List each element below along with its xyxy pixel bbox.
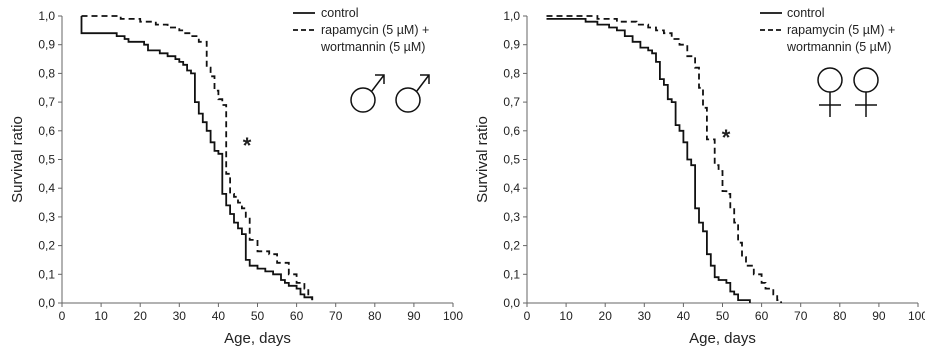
y-tick-label: 0,4: [38, 181, 55, 195]
series-line-control: [546, 18, 751, 303]
legend-label: rapamycin (5 µM) +: [787, 23, 895, 37]
x-tick-label: 80: [833, 309, 847, 323]
legend-label: control: [321, 6, 359, 20]
x-tick-label: 10: [559, 309, 573, 323]
male-arrow-icon: [415, 74, 430, 92]
x-tick-label: 60: [290, 309, 304, 323]
male-symbol-icon: [350, 87, 376, 113]
y-tick-label: 0,2: [503, 239, 520, 253]
chart-panel-male: 0 10 20 30 40 50 60 70 80 90 100 0,0 0,1 0,2 0,3 0,4 0,5…: [9, 6, 463, 347]
y-tick-label: 0,3: [503, 210, 520, 224]
x-tick-label: 40: [212, 309, 226, 323]
significance-star: *: [722, 125, 731, 150]
y-tick-label: 0,6: [38, 124, 55, 138]
male-symbol-icon: [395, 87, 421, 113]
y-tick-label: 0,6: [503, 124, 520, 138]
y-tick-label: 0,8: [38, 66, 55, 80]
y-tick-label: 0,0: [503, 296, 520, 310]
y-tick-label: 0,4: [503, 181, 520, 195]
y-tick-label: 0,7: [38, 95, 55, 109]
y-tick-label: 0,1: [503, 267, 520, 281]
y-tick-label: 0,8: [503, 66, 520, 80]
x-tick-label: 90: [872, 309, 886, 323]
female-symbol-icon: [817, 67, 843, 93]
legend-label: wortmannin (5 µM): [320, 40, 425, 54]
x-tick-label: 50: [251, 309, 265, 323]
x-tick-label: 40: [677, 309, 691, 323]
legend-label: rapamycin (5 µM) +: [321, 23, 429, 37]
x-tick-label: 100: [908, 309, 925, 323]
series-line-rapamycin-wortmannin: [81, 15, 314, 301]
x-tick-label: 100: [443, 309, 463, 323]
x-tick-label: 70: [329, 309, 343, 323]
series-line-control: [80, 16, 314, 301]
x-axis-title: Age, days: [689, 330, 756, 347]
y-axis-title: Survival ratio: [9, 116, 26, 203]
x-tick-label: 90: [407, 309, 421, 323]
x-tick-label: 10: [94, 309, 108, 323]
y-axis-title: Survival ratio: [474, 116, 491, 203]
female-symbol-icon: [853, 67, 879, 93]
y-tick-label: 0,9: [503, 38, 520, 52]
x-tick-label: 30: [173, 309, 187, 323]
female-cross-icon: [819, 92, 841, 117]
male-arrow-icon: [370, 74, 385, 92]
y-tick-label: 0,2: [38, 239, 55, 253]
y-tick-label: 0,3: [38, 210, 55, 224]
significance-star: *: [243, 133, 252, 158]
x-tick-label: 0: [524, 309, 531, 323]
y-tick-label: 1,0: [503, 9, 520, 23]
y-tick-label: 0,9: [38, 38, 55, 52]
x-tick-label: 30: [638, 309, 652, 323]
series-line-rapamycin-wortmannin: [546, 15, 782, 303]
x-tick-label: 0: [59, 309, 66, 323]
x-axis-title: Age, days: [224, 330, 291, 347]
x-tick-label: 20: [599, 309, 613, 323]
y-tick-label: 0,7: [503, 95, 520, 109]
y-tick-label: 0,5: [503, 153, 520, 167]
legend-label: control: [787, 6, 825, 20]
y-tick-label: 0,1: [38, 267, 55, 281]
x-tick-label: 70: [794, 309, 808, 323]
x-tick-label: 60: [755, 309, 769, 323]
y-tick-label: 0,5: [38, 153, 55, 167]
y-tick-label: 1,0: [38, 9, 55, 23]
y-tick-label: 0,0: [38, 296, 55, 310]
chart-panel-female: 0 10 20 30 40 50 60 70 80 90 100 0,0 0,1 0,2 0,3 0,4 0,5…: [474, 6, 925, 347]
x-tick-label: 80: [368, 309, 382, 323]
legend-label: wortmannin (5 µM): [786, 40, 891, 54]
female-cross-icon: [855, 92, 877, 117]
x-tick-label: 50: [716, 309, 730, 323]
x-tick-label: 20: [134, 309, 148, 323]
